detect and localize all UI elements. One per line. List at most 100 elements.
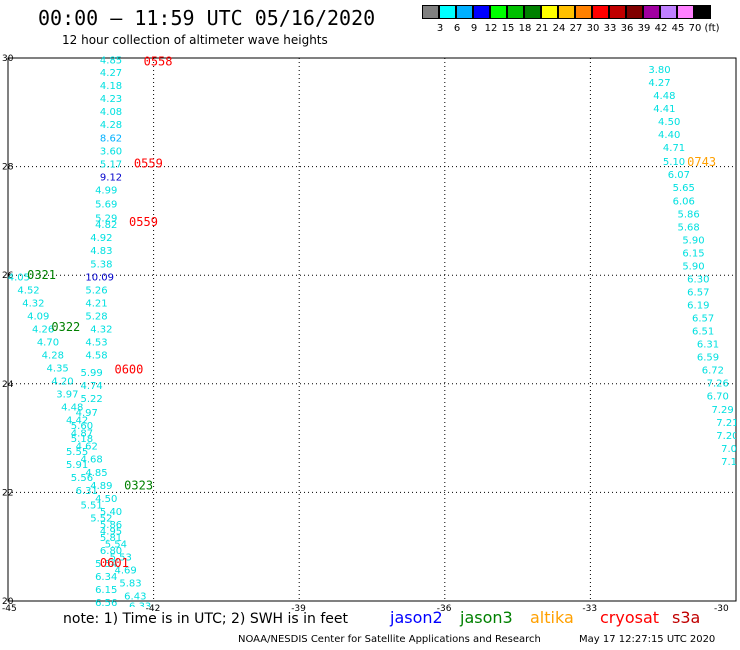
swh-value: 4.74 <box>81 381 103 392</box>
swh-value: 7.20 <box>716 431 738 442</box>
swh-value: 5.29 <box>95 214 117 225</box>
swh-value: 5.99 <box>81 368 103 379</box>
swh-value: 5.83 <box>119 579 141 590</box>
swh-value: 7.29 <box>711 405 733 416</box>
colorbar-swatch <box>473 5 490 19</box>
track-layer: 4.854.274.184.234.084.288.623.605.179.12… <box>8 55 740 650</box>
pass-time-label: 0559 <box>129 215 158 229</box>
swh-value: 5.86 <box>100 520 122 531</box>
colorbar-label: (ft) <box>704 23 720 34</box>
swh-value: 5.65 <box>673 183 695 194</box>
swh-value: 5.90 <box>682 235 704 246</box>
colorbar-label: 24 <box>552 23 566 34</box>
swh-value: 5.56 <box>71 473 93 484</box>
swh-value: 4.53 <box>85 337 107 348</box>
colorbar-label: 12 <box>484 23 498 34</box>
swh-value: 6.34 <box>95 572 117 583</box>
legend-cryosat: cryosat <box>600 608 660 627</box>
page-title: 00:00 – 11:59 UTC 05/16/2020 <box>38 6 376 30</box>
swh-value: 5.50 <box>95 637 117 648</box>
swh-value: 4.50 <box>658 117 680 128</box>
swh-value: 6.57 <box>692 314 714 325</box>
swh-value: 5.28 <box>85 311 107 322</box>
colorbar-swatch <box>456 5 473 19</box>
swh-value: 4.97 <box>76 408 98 419</box>
lon-tick-label: -42 <box>146 604 161 614</box>
swh-value: 4.62 <box>76 442 98 453</box>
swh-value: 4.52 <box>17 285 39 296</box>
colorbar-label: 21 <box>535 23 549 34</box>
colorbar-swatch <box>524 5 541 19</box>
swh-value: 5.26 <box>85 285 107 296</box>
swh-value: 4.35 <box>47 364 69 375</box>
swh-value: 4.69 <box>114 566 136 577</box>
colorbar-label: 30 <box>586 23 600 34</box>
swh-value: 5.22 <box>81 394 103 405</box>
swh-value: 5.38 <box>90 259 112 270</box>
swh-value: 4.42 <box>66 416 88 427</box>
pass-time-label: 0321 <box>27 268 56 282</box>
swh-value: 6.31 <box>76 486 98 497</box>
pass-time-label: 0600 <box>114 363 143 377</box>
colorbar-label: 6 <box>453 23 461 34</box>
colorbar-label: 9 <box>470 23 478 34</box>
swh-value: 6.70 <box>707 392 729 403</box>
swh-value: 4.48 <box>653 91 675 102</box>
swh-value: 4.99 <box>95 185 117 196</box>
swh-value: 5.86 <box>677 209 699 220</box>
colorbar-label: 70 <box>688 23 702 34</box>
page-subtitle: 12 hour collection of altimeter wave hei… <box>62 33 328 47</box>
colorbar-label: 3 <box>436 23 444 34</box>
generated-timestamp: May 17 12:27:15 UTC 2020 <box>579 634 716 645</box>
lat-tick-label: 28 <box>2 163 14 173</box>
colorbar-label: 33 <box>603 23 617 34</box>
swh-value: 7.02 <box>721 444 740 455</box>
swh-value: 5.55 <box>66 447 88 458</box>
swh-value: 6.15 <box>95 585 117 596</box>
swh-value: 5.52 <box>144 639 166 650</box>
legend-s3a: s3a <box>672 608 701 627</box>
swh-value: 8.62 <box>100 133 122 144</box>
colorbar-label: 18 <box>518 23 532 34</box>
colorbar-swatch <box>643 5 660 19</box>
swh-value: 6.51 <box>692 327 714 338</box>
swh-value: 4.48 <box>61 403 83 414</box>
credit-line: NOAA/NESDIS Center for Satellite Applica… <box>238 634 541 645</box>
pass-time-label: 0601 <box>100 556 129 570</box>
swh-value: 4.27 <box>648 78 670 89</box>
swh-value: 3.60 <box>100 146 122 157</box>
swh-value: 6.19 <box>687 301 709 312</box>
colorbar-label: 39 <box>637 23 651 34</box>
pass-time-label: 0743 <box>687 155 716 169</box>
swh-value: 5.40 <box>100 507 122 518</box>
legend-jason2: jason2 <box>390 608 443 627</box>
swh-value: 4.20 <box>51 377 73 388</box>
lon-tick-label: -39 <box>291 604 306 614</box>
swh-value: 5.60 <box>71 421 93 432</box>
swh-value: 6.72 <box>702 366 724 377</box>
swh-value: 4.21 <box>85 298 107 309</box>
swh-value: 4.27 <box>100 68 122 79</box>
swh-value: 4.28 <box>42 350 64 361</box>
swh-value: 3.80 <box>648 65 670 76</box>
swh-value: 6.59 <box>697 353 719 364</box>
swh-value: 5.18 <box>71 434 93 445</box>
swh-value: 7.21 <box>716 418 738 429</box>
swh-value: 6.07 <box>668 170 690 181</box>
swh-value: 6.33 <box>129 601 151 612</box>
swh-value: 4.05 <box>8 272 30 283</box>
swh-value: 4.23 <box>100 94 122 105</box>
footnote: note: 1) Time is in UTC; 2) SWH is in fe… <box>63 611 349 627</box>
swh-value: 4.40 <box>658 130 680 141</box>
colorbar-swatch <box>541 5 558 19</box>
swh-value: 6.06 <box>673 196 695 207</box>
pass-time-label: 0322 <box>51 320 80 334</box>
swh-value: 6.30 <box>687 274 709 285</box>
swh-value: 5.91 <box>66 460 88 471</box>
lon-tick-label: -36 <box>437 604 452 614</box>
swh-value: 4.32 <box>22 298 44 309</box>
swh-value: 6.80 <box>100 546 122 557</box>
colorbar-swatch <box>694 5 711 19</box>
colorbar-swatch <box>592 5 609 19</box>
